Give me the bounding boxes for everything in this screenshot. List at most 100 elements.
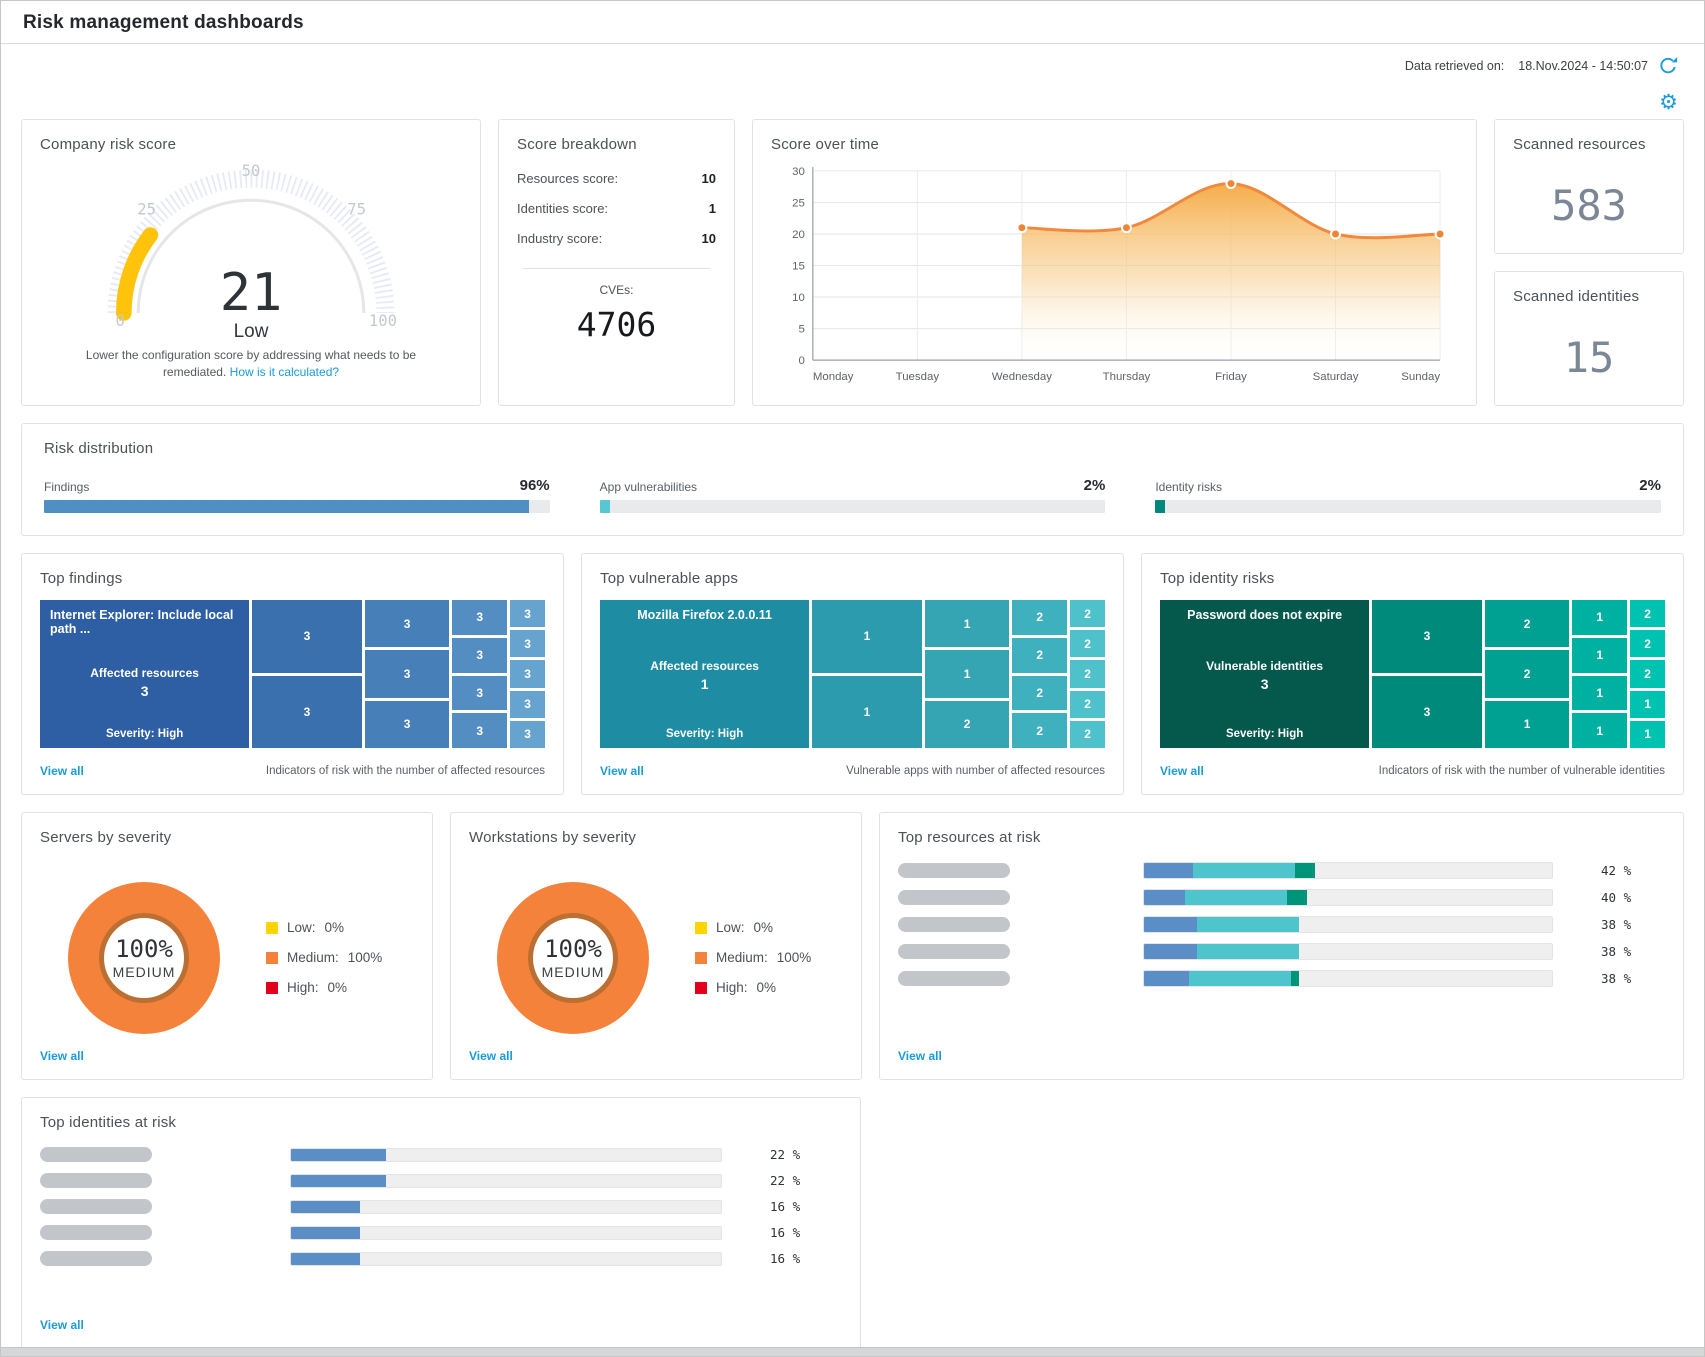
treemap-item[interactable]: 1 [1630,690,1665,718]
treemap-item[interactable]: 2 [1070,690,1105,718]
treemap-item[interactable]: 2 [1070,630,1105,658]
treemap-item[interactable]: 2 [1070,660,1105,688]
treemap-item[interactable]: 2 [1012,675,1068,711]
workstations-severity-donut: 100% MEDIUM [497,881,649,1034]
treemap-item[interactable]: 3 [452,713,508,748]
treemap-item[interactable]: 1 [1572,637,1628,673]
treemap-item[interactable]: 3 [452,600,508,635]
servers-donut-pct: 100% [115,935,173,963]
treemap-item[interactable]: 1 [924,650,1010,698]
risk-distribution-title: Risk distribution [44,440,154,457]
low-label: Low: [287,920,316,935]
gauge-caption: Lower the configuration score by address… [56,347,446,382]
treemap-item-name: Mozilla Firefox 2.0.0.11 [637,608,772,622]
top-identity-risks-card: Top identity risks Password does not exp… [1141,553,1684,795]
treemap-item-primary[interactable]: Mozilla Firefox 2.0.0.11 Affected resourc… [600,600,810,748]
treemap-item[interactable]: 3 [452,675,508,711]
identity-risk-pct: 16 % [770,1199,801,1214]
treemap-item[interactable]: 3 [364,650,450,698]
treemap-item-center: Affected resources 3 [90,666,199,699]
treemap-item-primary[interactable]: Password does not expire Vulnerable ident… [1160,600,1370,748]
treemap-item[interactable]: 3 [252,675,362,748]
treemap-item[interactable]: 1 [1572,713,1628,748]
treemap-item[interactable]: 1 [812,675,922,748]
findings-pct: 96% [519,477,550,494]
high-label: High: [287,980,319,995]
data-retrieved-label: Data retrieved on: [1404,59,1505,73]
treemap-item[interactable]: 1 [1630,720,1665,749]
dashboard-settings-button[interactable]: ⚙ [1659,92,1678,113]
top-findings-view-all-link[interactable]: View all [40,764,84,778]
treemap-item[interactable]: 3 [510,720,545,749]
top-vulnerable-apps-view-all-link[interactable]: View all [600,764,644,778]
treemap-item[interactable]: 2 [1630,600,1665,628]
svg-text:Wednesday: Wednesday [992,371,1052,383]
treemap-item[interactable]: 3 [510,690,545,718]
top-resources-view-all-link[interactable]: View all [898,1049,942,1063]
treemap-item[interactable]: 2 [1070,720,1105,749]
how-calculated-link[interactable]: How is it calculated? [229,365,340,380]
resource-risk-pct: 42 % [1601,863,1632,878]
svg-text:15: 15 [792,261,805,273]
treemap-item[interactable]: 3 [1372,675,1482,748]
treemap-item[interactable]: 1 [1572,600,1628,635]
servers-view-all-link[interactable]: View all [40,1049,84,1063]
treemap-item[interactable]: 2 [1484,650,1570,698]
treemap-item[interactable]: 3 [452,637,508,673]
treemap-item[interactable]: 1 [1572,675,1628,711]
top-identity-risks-view-all-link[interactable]: View all [1160,764,1204,778]
treemap-item[interactable]: 3 [1372,600,1482,673]
low-value: 0% [753,920,774,935]
servers-severity-legend: Low: 0% Medium: 100% High: 0% [266,920,382,995]
treemap-item[interactable]: 3 [364,700,450,748]
workstations-view-all-link[interactable]: View all [469,1049,513,1063]
data-retrieved: Data retrieved on: 18.Nov.2024 - 14:50:0… [1405,56,1678,76]
treemap-item[interactable]: 3 [510,630,545,658]
page-header: Risk management dashboards [1,1,1704,44]
treemap-item[interactable]: 2 [1070,600,1105,628]
treemap-item[interactable]: 2 [1630,630,1665,658]
treemap-item[interactable]: 2 [1484,600,1570,648]
bar-segment [1188,971,1291,986]
gauge-tick-75: 75 [347,201,366,219]
resource-risk-row: 38 % [898,943,1665,960]
horizontal-scrollbar[interactable] [1,1347,1704,1356]
treemap-item[interactable]: 3 [510,600,545,628]
treemap-item-center: Affected resources 1 [650,659,759,692]
app-vulnerabilities-label: App vulnerabilities [599,480,698,494]
treemap-item[interactable]: 2 [1012,600,1068,635]
top-findings-card: Top findings Internet Explorer: Include … [21,553,564,795]
gauge-tick-25: 25 [137,201,156,219]
treemap-item[interactable]: 2 [1012,713,1068,748]
treemap-item[interactable]: 1 [924,600,1010,648]
treemap-item[interactable]: 1 [1484,700,1570,748]
bar-segment [1184,890,1287,905]
risk-score-gauge: 0 25 50 75 100 21 Low [95,157,407,342]
refresh-button[interactable] [1658,56,1678,76]
legend-low: Low: 0% [266,920,382,935]
treemap-item[interactable]: 3 [364,600,450,648]
identity-risks-bar [1155,500,1661,513]
treemap-item[interactable]: 3 [510,660,545,688]
servers-donut-level: MEDIUM [112,964,176,980]
top-identities-view-all-link[interactable]: View all [40,1318,84,1332]
dashboard-content: Company risk score 0 25 50 75 100 [1,113,1704,1349]
treemap-item[interactable]: 2 [924,700,1010,748]
treemap-item-center: Vulnerable identities 3 [1206,659,1323,692]
scanned-resources-value: 583 [1551,181,1627,230]
resource-risk-row: 38 % [898,916,1665,933]
treemap-item[interactable]: 2 [1630,660,1665,688]
treemap-item-primary[interactable]: Internet Explorer: Include local path ..… [40,600,250,748]
treemap-item[interactable]: 3 [252,600,362,673]
servers-by-severity-title: Servers by severity [40,829,172,846]
treemap-item[interactable]: 1 [812,600,922,673]
refresh-icon [1660,57,1678,74]
identity-risks-pct: 2% [1639,477,1661,494]
treemap-item[interactable]: 2 [1012,637,1068,673]
redacted-identity-name [40,1199,152,1214]
